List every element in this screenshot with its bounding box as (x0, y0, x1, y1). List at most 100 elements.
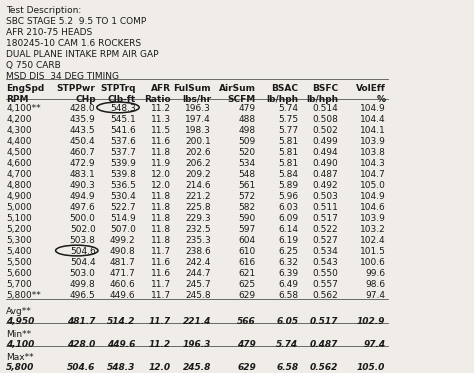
Text: 100.6: 100.6 (360, 258, 385, 267)
Text: STPPwr: STPPwr (57, 84, 96, 93)
Text: 499.2: 499.2 (110, 236, 136, 245)
Text: BSFC: BSFC (312, 84, 338, 93)
Text: 561: 561 (238, 181, 256, 190)
Text: lb/hph: lb/hph (306, 95, 338, 104)
Text: 11.2: 11.2 (151, 104, 171, 113)
Text: 522.7: 522.7 (110, 203, 136, 212)
Text: 206.2: 206.2 (185, 159, 211, 168)
Text: 97.4: 97.4 (365, 291, 385, 300)
Text: 610: 610 (238, 247, 256, 256)
Text: 11.6: 11.6 (151, 269, 171, 278)
Text: SCFM: SCFM (228, 95, 256, 104)
Text: 548.3: 548.3 (107, 363, 136, 372)
Text: 97.4: 97.4 (363, 340, 385, 349)
Text: 471.7: 471.7 (110, 269, 136, 278)
Text: 443.5: 443.5 (70, 126, 96, 135)
Text: 0.492: 0.492 (313, 181, 338, 190)
Text: 536.5: 536.5 (110, 181, 136, 190)
Text: 0.557: 0.557 (312, 280, 338, 289)
Text: 520: 520 (239, 148, 256, 157)
Text: lb/hph: lb/hph (266, 95, 298, 104)
Text: 209.2: 209.2 (185, 170, 211, 179)
Text: 103.2: 103.2 (360, 225, 385, 234)
Text: lbs/hr: lbs/hr (182, 95, 211, 104)
Text: 514.9: 514.9 (110, 214, 136, 223)
Text: 5,600: 5,600 (6, 269, 32, 278)
Text: 4,200: 4,200 (6, 115, 32, 124)
Text: 450.4: 450.4 (70, 137, 96, 146)
Text: 5.74: 5.74 (278, 104, 298, 113)
Text: 196.3: 196.3 (185, 104, 211, 113)
Text: 0.543: 0.543 (312, 258, 338, 267)
Text: 0.517: 0.517 (310, 317, 338, 326)
Text: Clb-ft: Clb-ft (108, 95, 136, 104)
Text: 202.6: 202.6 (185, 148, 211, 157)
Text: 481.7: 481.7 (67, 317, 96, 326)
Text: 104.4: 104.4 (360, 115, 385, 124)
Text: 545.1: 545.1 (110, 115, 136, 124)
Text: 548: 548 (239, 170, 256, 179)
Text: 104.3: 104.3 (360, 159, 385, 168)
Text: 428.0: 428.0 (70, 104, 96, 113)
Text: 105.0: 105.0 (357, 363, 385, 372)
Text: 196.3: 196.3 (182, 340, 211, 349)
Text: 504.6: 504.6 (70, 247, 96, 256)
Text: 12.0: 12.0 (151, 181, 171, 190)
Text: 245.7: 245.7 (185, 280, 211, 289)
Text: 104.9: 104.9 (360, 192, 385, 201)
Text: 4,950: 4,950 (6, 317, 35, 326)
Text: 11.7: 11.7 (151, 247, 171, 256)
Text: 496.5: 496.5 (70, 291, 96, 300)
Text: 12.0: 12.0 (151, 170, 171, 179)
Text: 5.77: 5.77 (278, 126, 298, 135)
Text: 11.8: 11.8 (151, 214, 171, 223)
Text: 5,000: 5,000 (6, 203, 32, 212)
Text: 11.2: 11.2 (149, 340, 171, 349)
Text: 235.3: 235.3 (185, 236, 211, 245)
Text: 0.517: 0.517 (312, 214, 338, 223)
Text: 479: 479 (237, 340, 256, 349)
Text: %: % (376, 95, 385, 104)
Text: RPM: RPM (6, 95, 28, 104)
Text: 11.8: 11.8 (151, 148, 171, 157)
Text: 198.3: 198.3 (185, 126, 211, 135)
Text: 12.0: 12.0 (149, 363, 171, 372)
Text: 11.8: 11.8 (151, 225, 171, 234)
Text: 6.14: 6.14 (278, 225, 298, 234)
Text: 548.3: 548.3 (110, 104, 136, 113)
Text: 11.5: 11.5 (151, 126, 171, 135)
Text: 5,800**: 5,800** (6, 291, 41, 300)
Text: 582: 582 (239, 203, 256, 212)
Text: 435.9: 435.9 (70, 115, 96, 124)
Text: 5.75: 5.75 (278, 115, 298, 124)
Text: 11.7: 11.7 (151, 280, 171, 289)
Text: 6.49: 6.49 (278, 280, 298, 289)
Text: 490.3: 490.3 (70, 181, 96, 190)
Text: 539.9: 539.9 (110, 159, 136, 168)
Text: 6.58: 6.58 (276, 363, 298, 372)
Text: 534: 534 (239, 159, 256, 168)
Text: 0.514: 0.514 (312, 104, 338, 113)
Text: 4,800: 4,800 (6, 181, 32, 190)
Text: 5,500: 5,500 (6, 258, 32, 267)
Text: 6.09: 6.09 (278, 214, 298, 223)
Text: 472.9: 472.9 (70, 159, 96, 168)
Text: 0.508: 0.508 (312, 115, 338, 124)
Text: 6.25: 6.25 (278, 247, 298, 256)
Text: 232.5: 232.5 (185, 225, 211, 234)
Text: 11.7: 11.7 (151, 291, 171, 300)
Text: 497.6: 497.6 (70, 203, 96, 212)
Text: 500.0: 500.0 (70, 214, 96, 223)
Text: 5.81: 5.81 (278, 148, 298, 157)
Text: 590: 590 (238, 214, 256, 223)
Text: 4,300: 4,300 (6, 126, 32, 135)
Text: BSAC: BSAC (271, 84, 298, 93)
Text: 616: 616 (238, 258, 256, 267)
Text: 0.550: 0.550 (312, 269, 338, 278)
Text: 0.527: 0.527 (312, 236, 338, 245)
Text: 503.0: 503.0 (70, 269, 96, 278)
Text: 4,400: 4,400 (6, 137, 32, 146)
Text: 499.8: 499.8 (70, 280, 96, 289)
Text: 629: 629 (239, 291, 256, 300)
Text: 572: 572 (239, 192, 256, 201)
